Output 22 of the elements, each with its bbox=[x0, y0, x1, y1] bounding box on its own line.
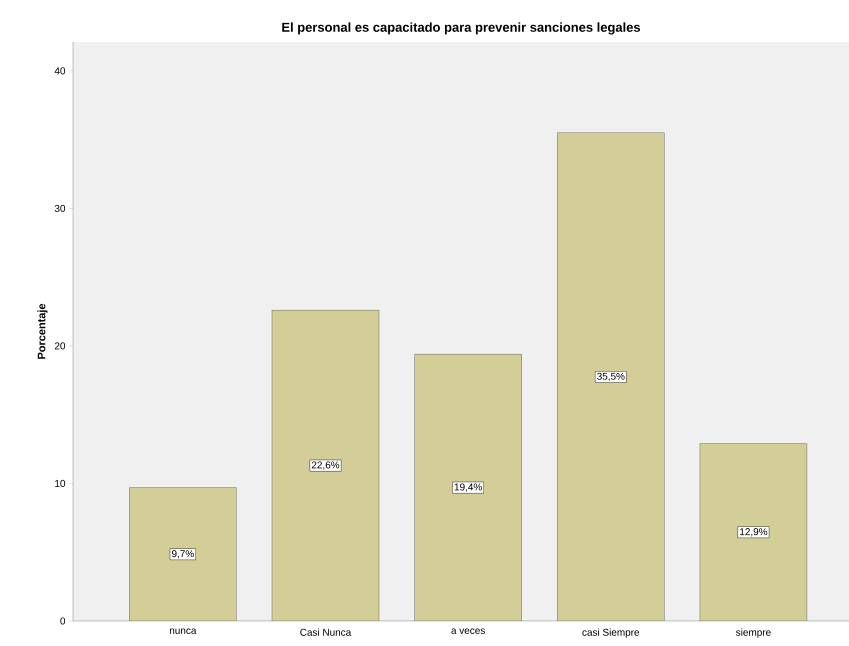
y-tick-label: 20 bbox=[54, 342, 66, 350]
y-tick-label: 0 bbox=[60, 617, 66, 625]
y-tick-label: 30 bbox=[54, 204, 66, 212]
data-label: 22,6% bbox=[312, 461, 340, 470]
y-tick-label: 10 bbox=[55, 480, 66, 487]
data-label: 9,7% bbox=[172, 550, 194, 558]
x-tick-label: siempre bbox=[736, 628, 771, 638]
bar bbox=[700, 443, 808, 621]
y-axis-title: Porcentaje bbox=[37, 304, 48, 359]
x-tick-label: Casi Nunca bbox=[300, 628, 352, 636]
x-tick-label: nunca bbox=[170, 628, 196, 634]
x-tick-label: a veces bbox=[451, 628, 485, 634]
bar bbox=[129, 487, 237, 621]
y-tick-label: 40 bbox=[54, 67, 66, 74]
x-tick-label: casi Siempre bbox=[582, 628, 640, 638]
bar bbox=[557, 132, 664, 621]
bar bbox=[414, 354, 522, 621]
data-label: 35,5% bbox=[597, 372, 625, 381]
chart-title: El personal es capacitado para prevenir sanciones legales bbox=[282, 22, 640, 34]
data-label: 12,9% bbox=[740, 528, 768, 536]
data-label: 19,4% bbox=[454, 483, 482, 492]
bar bbox=[272, 310, 380, 621]
